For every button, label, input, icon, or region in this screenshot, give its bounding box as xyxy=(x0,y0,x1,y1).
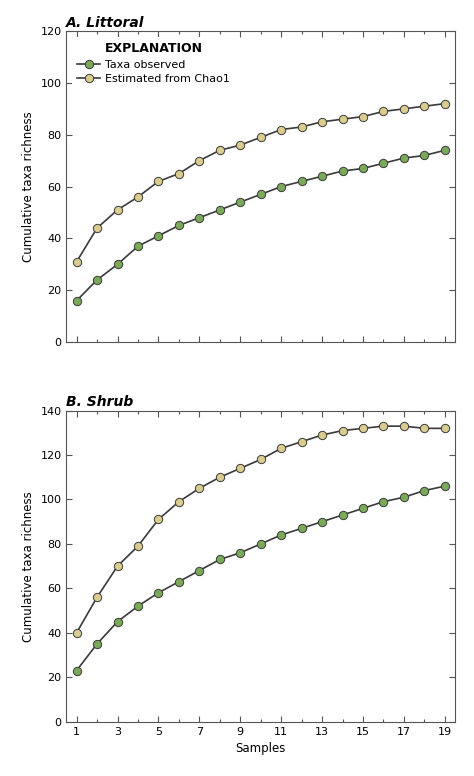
Taxa observed xyxy=(74,296,80,305)
Text: A. Littoral: A. Littoral xyxy=(66,16,145,29)
Estimated from Chao1 xyxy=(135,192,141,202)
Line: Taxa observed: Taxa observed xyxy=(73,482,449,675)
Y-axis label: Cumulative taxa richness: Cumulative taxa richness xyxy=(22,490,35,642)
Taxa observed xyxy=(401,493,407,502)
Taxa observed xyxy=(421,486,427,495)
X-axis label: Samples: Samples xyxy=(236,742,286,755)
Taxa observed xyxy=(381,497,386,507)
Estimated from Chao1 xyxy=(340,426,346,435)
Estimated from Chao1 xyxy=(74,257,80,266)
Estimated from Chao1 xyxy=(94,223,100,233)
Estimated from Chao1 xyxy=(360,112,366,121)
Estimated from Chao1 xyxy=(360,424,366,433)
Taxa observed xyxy=(299,177,304,186)
Estimated from Chao1 xyxy=(176,497,182,507)
Taxa observed xyxy=(340,166,346,175)
Estimated from Chao1 xyxy=(115,562,120,571)
Estimated from Chao1 xyxy=(176,169,182,178)
Estimated from Chao1 xyxy=(319,117,325,126)
Taxa observed xyxy=(442,146,447,155)
Taxa observed xyxy=(217,206,223,215)
Text: B. Shrub: B. Shrub xyxy=(66,396,134,410)
Taxa observed xyxy=(155,588,161,598)
Estimated from Chao1 xyxy=(115,206,120,215)
Taxa observed xyxy=(381,158,386,168)
Estimated from Chao1 xyxy=(135,542,141,551)
Taxa observed xyxy=(299,524,304,533)
Taxa observed xyxy=(360,504,366,513)
Estimated from Chao1 xyxy=(299,123,304,132)
Estimated from Chao1 xyxy=(237,464,243,473)
Taxa observed xyxy=(176,221,182,230)
Taxa observed xyxy=(135,601,141,611)
Taxa observed xyxy=(401,154,407,163)
Taxa observed xyxy=(94,275,100,285)
Estimated from Chao1 xyxy=(155,177,161,186)
Legend: Taxa observed, Estimated from Chao1: Taxa observed, Estimated from Chao1 xyxy=(72,36,236,89)
Taxa observed xyxy=(258,539,264,549)
Estimated from Chao1 xyxy=(217,146,223,155)
Taxa observed xyxy=(442,481,447,490)
Estimated from Chao1 xyxy=(197,156,202,165)
Estimated from Chao1 xyxy=(421,424,427,433)
Taxa observed xyxy=(155,231,161,241)
Estimated from Chao1 xyxy=(421,102,427,111)
Taxa observed xyxy=(278,530,284,539)
Taxa observed xyxy=(319,517,325,526)
Estimated from Chao1 xyxy=(258,455,264,464)
Taxa observed xyxy=(237,197,243,206)
Estimated from Chao1 xyxy=(319,431,325,440)
Taxa observed xyxy=(94,639,100,649)
Taxa observed xyxy=(237,548,243,557)
Taxa observed xyxy=(197,566,202,575)
Estimated from Chao1 xyxy=(237,140,243,150)
Taxa observed xyxy=(135,241,141,251)
Taxa observed xyxy=(319,171,325,181)
Estimated from Chao1 xyxy=(442,424,447,433)
Estimated from Chao1 xyxy=(74,628,80,637)
Line: Taxa observed: Taxa observed xyxy=(73,146,449,305)
Estimated from Chao1 xyxy=(155,514,161,524)
Line: Estimated from Chao1: Estimated from Chao1 xyxy=(73,99,449,266)
Taxa observed xyxy=(176,577,182,587)
Taxa observed xyxy=(115,617,120,626)
Taxa observed xyxy=(278,182,284,191)
Estimated from Chao1 xyxy=(381,107,386,116)
Estimated from Chao1 xyxy=(401,421,407,431)
Estimated from Chao1 xyxy=(258,133,264,142)
Estimated from Chao1 xyxy=(401,104,407,113)
Taxa observed xyxy=(197,213,202,223)
Taxa observed xyxy=(74,666,80,675)
Taxa observed xyxy=(421,151,427,160)
Line: Estimated from Chao1: Estimated from Chao1 xyxy=(73,422,449,637)
Taxa observed xyxy=(115,260,120,269)
Taxa observed xyxy=(340,511,346,520)
Estimated from Chao1 xyxy=(217,473,223,482)
Y-axis label: Cumulative taxa richness: Cumulative taxa richness xyxy=(22,111,35,262)
Taxa observed xyxy=(258,189,264,199)
Estimated from Chao1 xyxy=(381,421,386,431)
Taxa observed xyxy=(217,555,223,564)
Estimated from Chao1 xyxy=(340,115,346,124)
Estimated from Chao1 xyxy=(278,444,284,453)
Estimated from Chao1 xyxy=(94,593,100,602)
Estimated from Chao1 xyxy=(278,125,284,134)
Estimated from Chao1 xyxy=(299,437,304,446)
Taxa observed xyxy=(360,164,366,173)
Estimated from Chao1 xyxy=(197,483,202,493)
Estimated from Chao1 xyxy=(442,99,447,109)
